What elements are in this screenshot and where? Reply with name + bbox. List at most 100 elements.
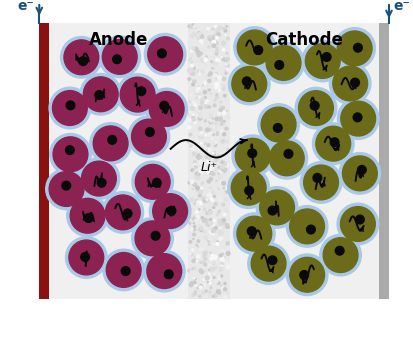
Circle shape — [223, 282, 225, 285]
Circle shape — [103, 249, 144, 291]
Circle shape — [189, 189, 192, 192]
Circle shape — [201, 217, 203, 219]
Circle shape — [193, 161, 196, 163]
Circle shape — [189, 126, 190, 128]
Circle shape — [209, 282, 210, 284]
Circle shape — [203, 218, 206, 222]
Circle shape — [221, 219, 225, 222]
Circle shape — [188, 60, 190, 61]
Circle shape — [199, 128, 201, 130]
Circle shape — [212, 296, 214, 297]
Circle shape — [196, 215, 199, 219]
Circle shape — [188, 78, 190, 80]
Circle shape — [207, 133, 211, 136]
Circle shape — [222, 49, 224, 51]
Circle shape — [207, 281, 208, 283]
Circle shape — [211, 295, 213, 297]
Circle shape — [225, 188, 227, 190]
Circle shape — [210, 278, 211, 279]
Circle shape — [226, 67, 230, 71]
Circle shape — [214, 294, 216, 296]
Circle shape — [233, 213, 275, 254]
Circle shape — [191, 102, 193, 105]
Circle shape — [216, 132, 218, 133]
Circle shape — [212, 209, 213, 210]
Circle shape — [193, 281, 195, 284]
Circle shape — [192, 152, 195, 156]
Circle shape — [289, 258, 324, 292]
Circle shape — [194, 132, 197, 135]
Circle shape — [207, 240, 209, 241]
Circle shape — [196, 70, 198, 72]
Circle shape — [215, 47, 217, 49]
Circle shape — [218, 87, 219, 89]
Circle shape — [199, 113, 200, 114]
Circle shape — [196, 156, 198, 158]
Circle shape — [203, 208, 205, 210]
Circle shape — [205, 278, 206, 279]
Circle shape — [342, 156, 376, 191]
Circle shape — [312, 173, 321, 182]
Circle shape — [198, 201, 202, 205]
Circle shape — [266, 45, 300, 80]
Circle shape — [194, 122, 196, 123]
Circle shape — [212, 62, 214, 64]
Circle shape — [192, 120, 193, 122]
Circle shape — [206, 69, 208, 70]
Circle shape — [218, 123, 219, 124]
Circle shape — [192, 47, 194, 49]
Circle shape — [335, 246, 343, 255]
Circle shape — [147, 37, 182, 72]
Circle shape — [189, 137, 192, 141]
Circle shape — [223, 288, 226, 291]
Circle shape — [268, 256, 276, 265]
Circle shape — [195, 260, 197, 261]
Circle shape — [213, 126, 215, 128]
Circle shape — [219, 227, 221, 229]
Circle shape — [211, 65, 214, 68]
Circle shape — [194, 183, 196, 185]
Circle shape — [211, 254, 213, 256]
Circle shape — [213, 196, 215, 197]
Circle shape — [199, 51, 201, 52]
Circle shape — [259, 190, 294, 225]
Circle shape — [221, 287, 224, 290]
Circle shape — [218, 256, 221, 260]
Circle shape — [216, 280, 217, 281]
Circle shape — [223, 120, 225, 122]
Circle shape — [198, 82, 202, 86]
Circle shape — [226, 125, 229, 128]
Circle shape — [203, 231, 205, 233]
Circle shape — [81, 253, 89, 261]
Circle shape — [225, 263, 228, 265]
Circle shape — [225, 149, 228, 152]
Circle shape — [200, 187, 202, 189]
Circle shape — [201, 43, 203, 45]
Circle shape — [198, 295, 201, 298]
Circle shape — [214, 226, 217, 229]
Circle shape — [218, 159, 219, 160]
Circle shape — [199, 166, 200, 167]
Circle shape — [206, 27, 209, 30]
Circle shape — [198, 94, 200, 96]
Circle shape — [53, 137, 88, 172]
Circle shape — [319, 234, 361, 276]
Circle shape — [268, 206, 276, 215]
Circle shape — [197, 240, 199, 242]
Circle shape — [226, 224, 228, 226]
Circle shape — [247, 243, 289, 284]
Circle shape — [197, 229, 198, 231]
Circle shape — [52, 91, 87, 126]
Circle shape — [214, 95, 218, 99]
Circle shape — [196, 143, 198, 144]
Circle shape — [187, 118, 190, 121]
Circle shape — [194, 283, 195, 284]
Circle shape — [190, 64, 193, 67]
Circle shape — [197, 87, 199, 88]
Circle shape — [224, 61, 226, 63]
Circle shape — [195, 97, 197, 99]
Circle shape — [214, 122, 217, 125]
Circle shape — [226, 37, 229, 40]
Circle shape — [213, 104, 216, 107]
Text: e⁻: e⁻ — [393, 0, 410, 13]
